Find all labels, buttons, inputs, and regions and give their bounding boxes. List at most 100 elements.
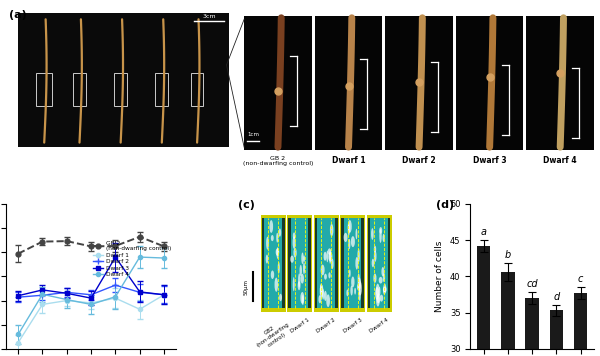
Text: b: b	[505, 251, 511, 261]
Ellipse shape	[329, 250, 331, 264]
Ellipse shape	[383, 287, 385, 295]
Ellipse shape	[379, 229, 382, 243]
Text: 50μm: 50μm	[243, 278, 248, 294]
Bar	[36, 73, 52, 106]
Y-axis label: Number of cells: Number of cells	[436, 241, 445, 312]
Ellipse shape	[271, 235, 274, 241]
Ellipse shape	[323, 252, 326, 261]
Bar	[385, 16, 453, 150]
Ellipse shape	[379, 277, 383, 283]
Ellipse shape	[324, 291, 327, 301]
Ellipse shape	[276, 233, 278, 243]
Ellipse shape	[374, 251, 377, 262]
Ellipse shape	[348, 220, 352, 233]
Ellipse shape	[290, 256, 294, 263]
Ellipse shape	[358, 273, 360, 283]
Ellipse shape	[326, 294, 330, 307]
Text: (c): (c)	[238, 200, 255, 210]
Text: 1cm: 1cm	[247, 132, 259, 137]
Bar	[244, 16, 312, 150]
Ellipse shape	[358, 278, 361, 290]
Bar	[501, 272, 515, 356]
Ellipse shape	[324, 274, 327, 280]
Text: Dwarf 4: Dwarf 4	[544, 156, 577, 164]
Bar	[526, 298, 539, 356]
Bar	[456, 16, 523, 150]
Ellipse shape	[359, 281, 362, 295]
Bar	[114, 73, 127, 106]
Bar	[550, 310, 563, 356]
Ellipse shape	[271, 271, 274, 279]
Text: Dwarf 1: Dwarf 1	[68, 150, 91, 155]
Ellipse shape	[382, 234, 385, 242]
Ellipse shape	[320, 265, 325, 275]
Bar	[315, 219, 317, 308]
Ellipse shape	[380, 295, 383, 302]
Ellipse shape	[351, 277, 355, 287]
Bar	[388, 219, 391, 308]
Ellipse shape	[319, 295, 322, 303]
Legend: GB 2
(non-dwarfing control), Dwarf 1, Dwarf 2, Dwarf 3, Dwarf 4: GB 2 (non-dwarfing control), Dwarf 1, Dw…	[91, 238, 173, 280]
Ellipse shape	[382, 267, 385, 276]
Bar	[526, 16, 594, 150]
Bar	[191, 73, 203, 106]
Ellipse shape	[374, 246, 376, 253]
Ellipse shape	[301, 252, 304, 264]
Bar	[335, 219, 338, 308]
Text: Dwarf 2: Dwarf 2	[109, 150, 132, 155]
Bar	[308, 219, 311, 308]
Ellipse shape	[344, 233, 347, 242]
Ellipse shape	[346, 289, 349, 296]
Text: Dwarf 4: Dwarf 4	[369, 317, 389, 334]
Ellipse shape	[266, 237, 269, 250]
Ellipse shape	[293, 248, 297, 257]
Ellipse shape	[293, 236, 296, 249]
Ellipse shape	[358, 248, 360, 262]
Ellipse shape	[349, 269, 350, 277]
Ellipse shape	[301, 292, 304, 304]
Bar	[73, 73, 86, 106]
Ellipse shape	[354, 288, 356, 295]
Bar	[574, 293, 587, 356]
Ellipse shape	[349, 239, 350, 249]
Bar	[477, 246, 490, 356]
Ellipse shape	[383, 287, 386, 293]
Ellipse shape	[303, 255, 305, 262]
Ellipse shape	[355, 257, 358, 269]
Text: Dwarf 2: Dwarf 2	[402, 156, 436, 164]
Text: Dwarf 2: Dwarf 2	[316, 317, 337, 334]
Ellipse shape	[278, 262, 280, 274]
Text: Dwarf 3: Dwarf 3	[473, 156, 506, 164]
Text: Dwarf 3: Dwarf 3	[342, 317, 363, 334]
Text: GB2
(non-dwarfing
control): GB2 (non-dwarfing control)	[253, 317, 294, 353]
Ellipse shape	[373, 273, 376, 283]
Ellipse shape	[322, 289, 324, 300]
Ellipse shape	[298, 273, 301, 288]
Ellipse shape	[356, 229, 358, 239]
Ellipse shape	[269, 220, 273, 233]
Ellipse shape	[299, 265, 302, 276]
Ellipse shape	[293, 232, 295, 239]
Ellipse shape	[376, 284, 380, 297]
Text: c: c	[578, 274, 583, 284]
Bar	[288, 219, 291, 308]
Text: 3cm: 3cm	[202, 14, 215, 19]
Text: Dwarf 4: Dwarf 4	[185, 150, 209, 155]
Bar	[361, 219, 364, 308]
Text: (d): (d)	[436, 200, 454, 210]
Ellipse shape	[331, 259, 334, 269]
Ellipse shape	[328, 272, 331, 278]
Ellipse shape	[330, 224, 334, 236]
Ellipse shape	[371, 259, 374, 267]
Text: Dwarf 1: Dwarf 1	[332, 156, 365, 164]
Ellipse shape	[376, 293, 380, 303]
Ellipse shape	[320, 284, 323, 298]
Ellipse shape	[371, 228, 374, 240]
Text: GB 2
(non-dwarfing
control): GB 2 (non-dwarfing control)	[25, 150, 64, 167]
Ellipse shape	[383, 284, 386, 294]
Ellipse shape	[301, 274, 304, 284]
Ellipse shape	[277, 247, 279, 259]
Ellipse shape	[320, 283, 322, 295]
Ellipse shape	[298, 281, 301, 290]
Text: Dwarf 1: Dwarf 1	[289, 317, 310, 334]
